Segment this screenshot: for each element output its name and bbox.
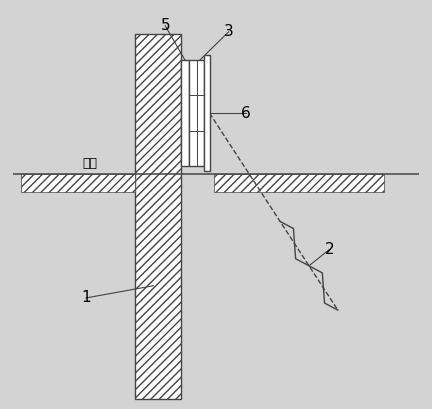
Bar [204,55,210,171]
Text: 1: 1 [81,290,91,306]
Text: 2: 2 [324,242,334,257]
Text: 6: 6 [241,106,251,121]
Bar [189,60,204,166]
Text: 5: 5 [160,18,170,33]
Text: 3: 3 [224,25,233,39]
Bar [213,174,384,192]
Bar [181,60,189,166]
Bar [135,34,181,400]
Text: 地面: 地面 [83,157,98,171]
Bar [21,174,135,192]
